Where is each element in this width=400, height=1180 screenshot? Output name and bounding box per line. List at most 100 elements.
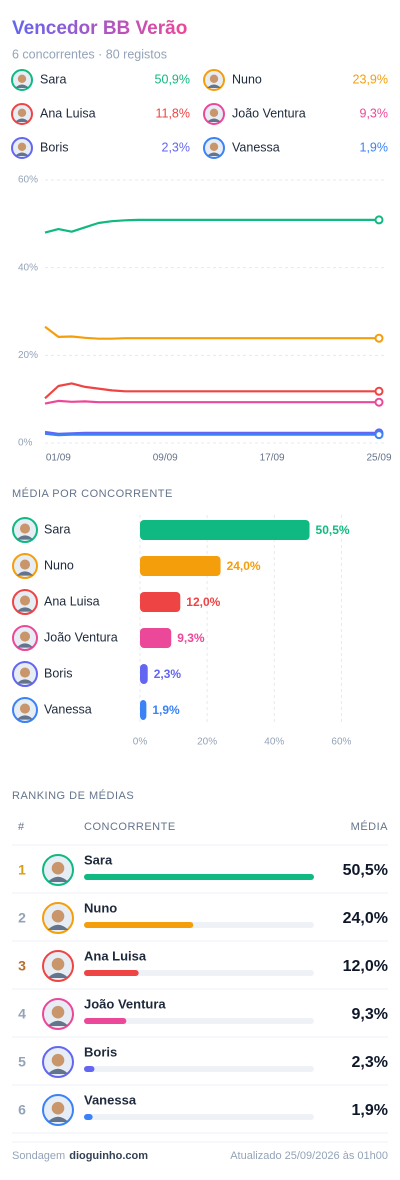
avatar-body <box>15 152 29 156</box>
avatar-body <box>207 84 221 88</box>
y-tick-label: 60% <box>18 175 38 186</box>
footer-link[interactable]: dioguinho.com <box>69 1150 148 1162</box>
x-tick-label: 17/09 <box>260 453 285 464</box>
section-title: MÉDIA POR CONCORRENTE <box>12 487 173 500</box>
avatar <box>12 697 38 723</box>
row-name: Vanessa <box>84 1092 137 1107</box>
avatar-head <box>19 667 31 678</box>
x-tick-label: 01/09 <box>46 453 71 464</box>
avatar-body <box>47 1116 69 1122</box>
avatar <box>12 553 38 579</box>
footer-source: Sondagem dioguinho.com <box>12 1150 148 1162</box>
progress-track <box>84 970 314 976</box>
avatar <box>42 998 74 1030</box>
avatar <box>42 902 74 934</box>
progress-bar <box>84 1018 127 1024</box>
avatar <box>12 517 38 543</box>
progress-track <box>84 1114 314 1120</box>
value-label: 2,3% <box>154 667 182 681</box>
rank: 2 <box>18 910 26 926</box>
avatar-body <box>47 1068 69 1074</box>
avatar <box>12 589 38 615</box>
legend-name: Vanessa <box>232 140 280 154</box>
row-value: 12,0% <box>343 958 388 975</box>
avatar-head <box>19 595 31 606</box>
rank: 5 <box>18 1054 26 1070</box>
row-name: Sara <box>84 852 113 867</box>
avatar-head <box>19 703 31 714</box>
avatar-head <box>51 1101 65 1115</box>
bar-label: Nuno <box>44 558 74 572</box>
x-tick-label: 09/09 <box>153 453 178 464</box>
avatar-body <box>47 972 69 978</box>
footer-updated: Atualizado 25/09/2026 às 01h00 <box>230 1150 388 1162</box>
bar <box>140 520 310 540</box>
rank: 3 <box>18 958 26 974</box>
x-tick-label: 60% <box>331 737 351 748</box>
avatar-body <box>16 679 34 684</box>
subtitle: 6 concorrentes · 80 registos <box>12 47 167 61</box>
row-value: 1,9% <box>352 1102 388 1119</box>
row-value: 24,0% <box>343 910 388 927</box>
series-line <box>44 432 379 437</box>
avatar-body <box>16 535 34 540</box>
x-tick-label: 0% <box>133 737 148 748</box>
avatar-head <box>209 108 219 118</box>
bar-label: Sara <box>44 522 70 536</box>
avatar <box>42 950 74 982</box>
bar-label: Ana Luisa <box>44 594 100 608</box>
avatar-body <box>16 607 34 612</box>
y-tick-label: 40% <box>18 262 38 273</box>
row-name: Boris <box>84 1044 117 1059</box>
avatar <box>11 103 33 125</box>
value-label: 9,3% <box>177 631 205 645</box>
column-header: # <box>18 821 25 833</box>
legend-name: Boris <box>40 140 68 154</box>
bar-label: João Ventura <box>44 630 118 644</box>
row-name: Ana Luisa <box>84 948 147 963</box>
avatar <box>203 69 225 91</box>
legend-value: 11,8% <box>155 106 190 120</box>
end-point <box>374 386 384 396</box>
rank: 6 <box>18 1102 26 1118</box>
legend-value: 1,9% <box>360 140 389 154</box>
series-line <box>44 399 379 405</box>
avatar-head <box>209 74 219 84</box>
avatar <box>42 1094 74 1126</box>
avatar <box>12 661 38 687</box>
end-point <box>374 397 384 407</box>
avatar <box>11 69 33 91</box>
legend-name: Ana Luisa <box>40 106 96 120</box>
avatar <box>11 137 33 159</box>
progress-bar <box>84 922 194 928</box>
bar-label: Vanessa <box>44 702 92 716</box>
row-value: 2,3% <box>352 1054 388 1071</box>
series-line <box>44 218 379 234</box>
legend-value: 50,9% <box>155 72 190 86</box>
avatar-head <box>19 559 31 570</box>
avatar-head <box>17 108 27 118</box>
progress-track <box>84 1018 314 1024</box>
avatar-body <box>15 118 29 122</box>
rank: 1 <box>18 862 26 878</box>
y-tick-label: 0% <box>18 438 33 449</box>
x-tick-label: 20% <box>197 737 217 748</box>
avatar-head <box>51 1005 65 1019</box>
y-tick-label: 20% <box>18 350 38 361</box>
column-header: CONCORRENTE <box>84 821 176 833</box>
value-label: 50,5% <box>316 523 350 537</box>
x-tick-label: 40% <box>264 737 284 748</box>
legend-name: João Ventura <box>232 106 306 120</box>
progress-track <box>84 1066 314 1072</box>
row-name: João Ventura <box>84 996 166 1011</box>
avatar-head <box>209 142 219 151</box>
section-title: RANKING DE MÉDIAS <box>12 789 134 802</box>
legend-name: Sara <box>40 72 66 86</box>
end-point <box>374 215 384 225</box>
avatar <box>42 854 74 886</box>
value-label: 24,0% <box>227 559 261 573</box>
series-line <box>44 325 379 340</box>
value-label: 12,0% <box>186 595 220 609</box>
avatar-head <box>19 631 31 642</box>
